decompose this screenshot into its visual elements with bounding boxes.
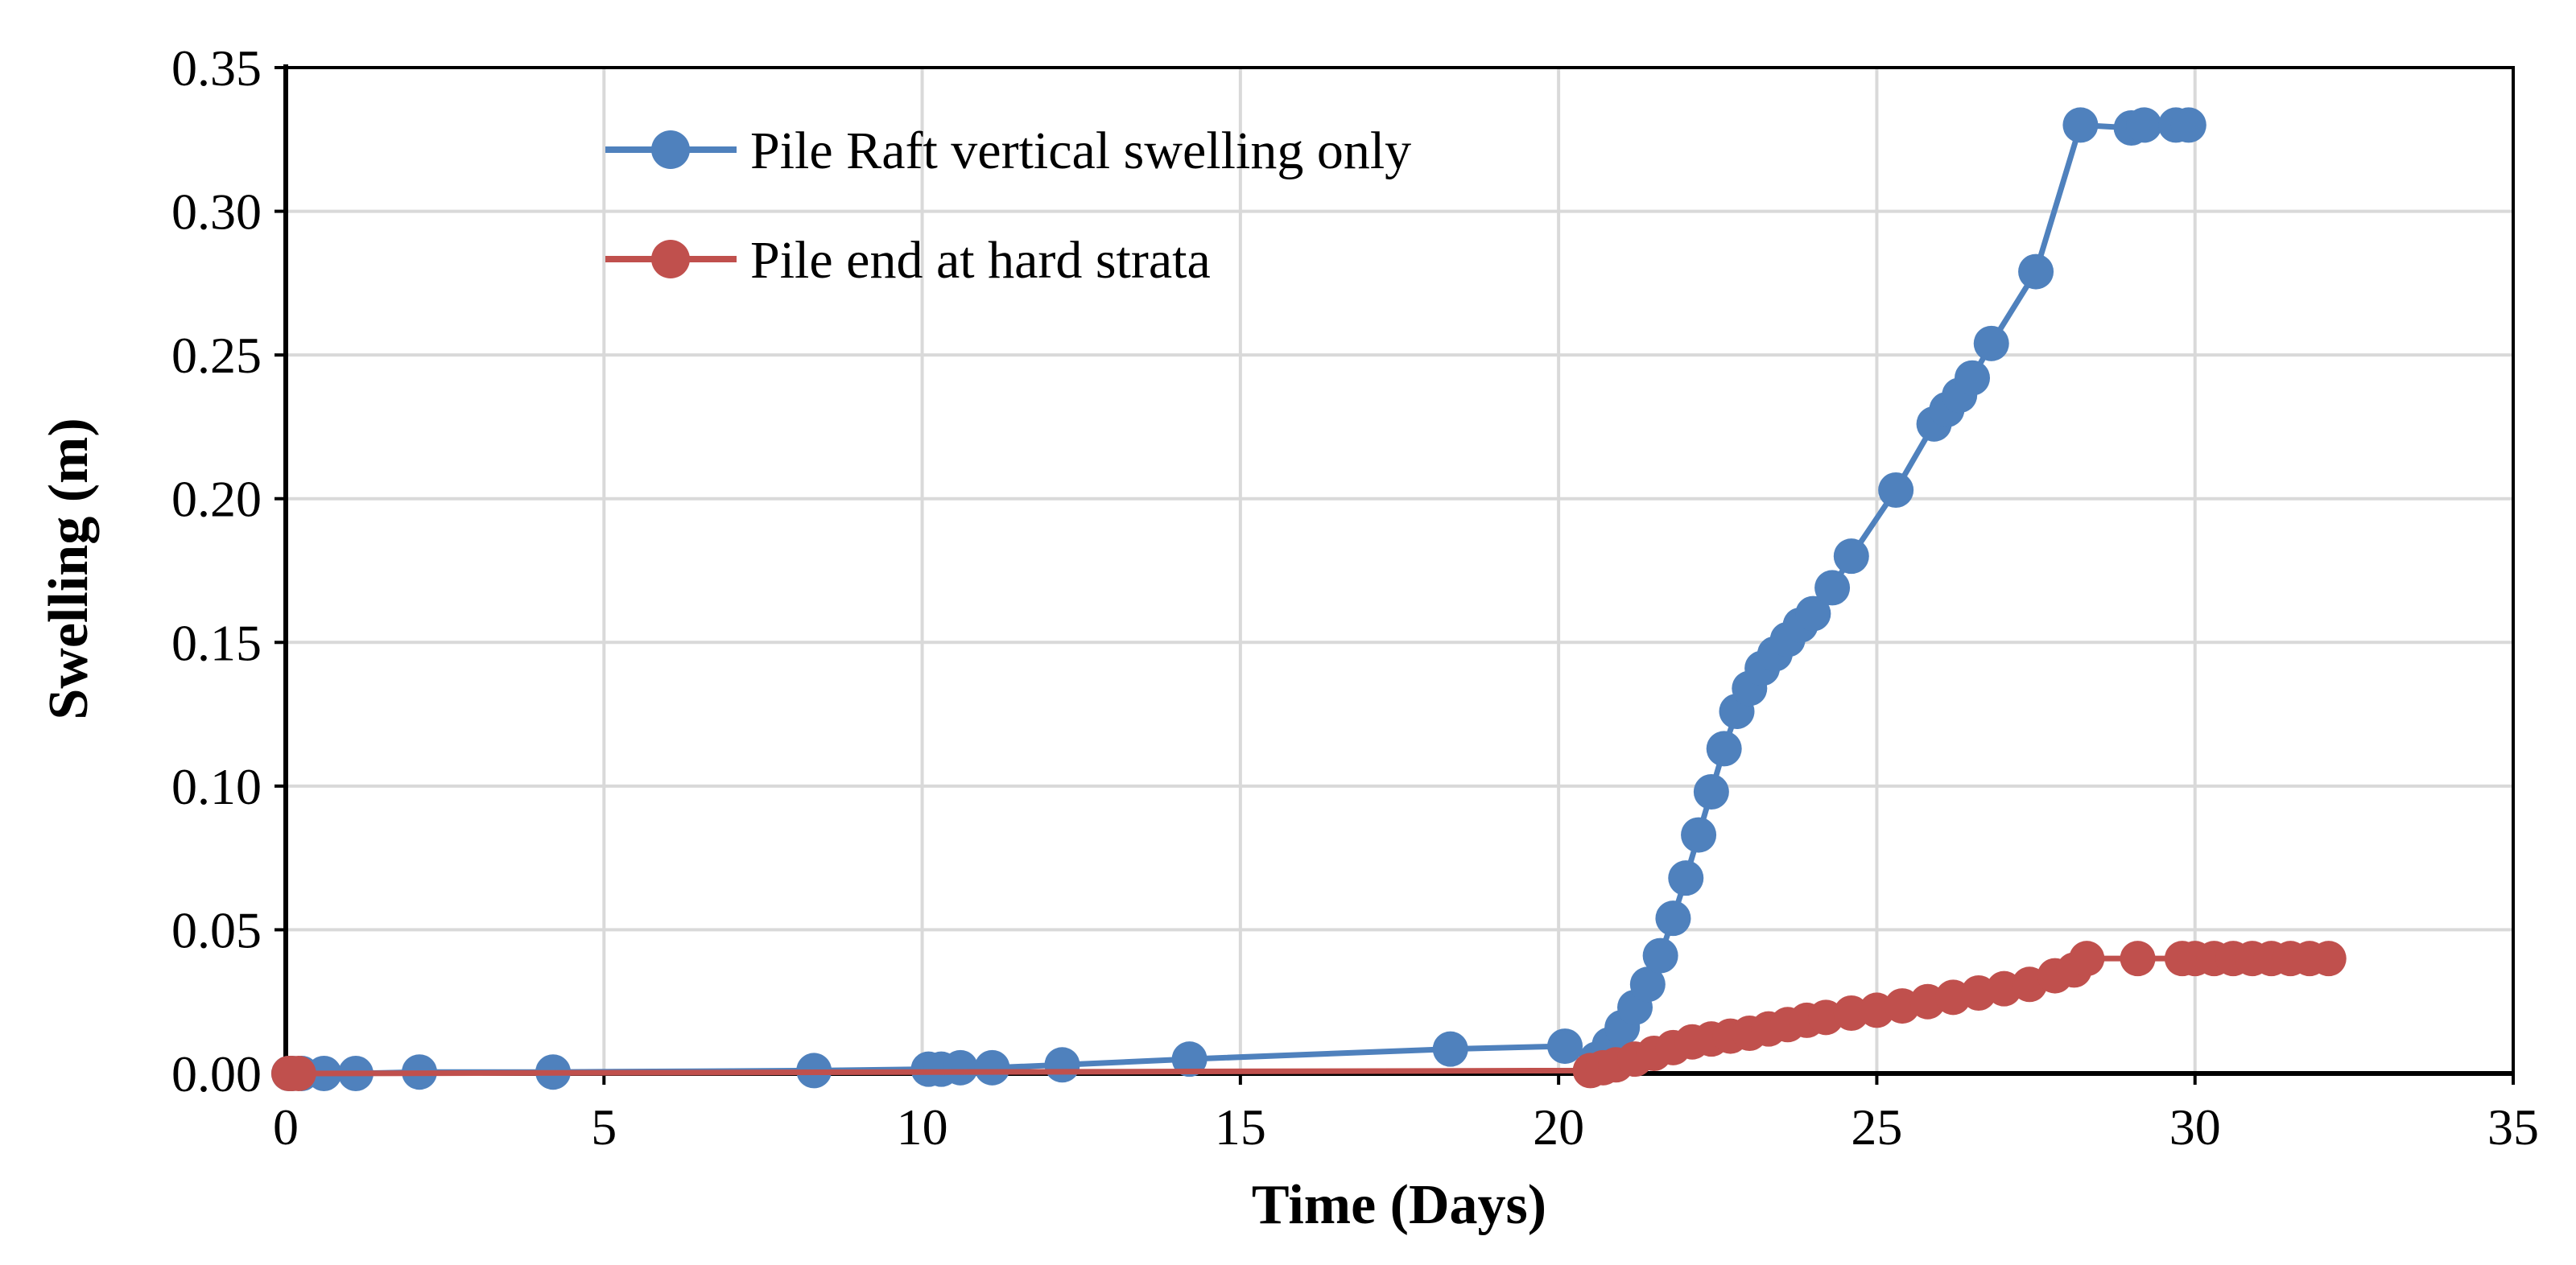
y-axis-title: Swelling (m)	[38, 418, 100, 719]
data-point-raft	[1432, 1031, 1468, 1067]
data-point-raft	[1833, 538, 1869, 575]
data-point-hard-strata	[2120, 941, 2156, 977]
data-point-raft	[1973, 325, 2009, 361]
data-point-raft	[974, 1049, 1010, 1086]
data-point-raft	[2126, 107, 2162, 143]
data-point-raft	[1547, 1028, 1583, 1065]
data-point-raft	[1814, 570, 1851, 606]
x-axis-title: Time (Days)	[1252, 1174, 1546, 1236]
data-point-raft	[1642, 937, 1678, 974]
data-point-raft	[943, 1049, 979, 1086]
x-tick-label: 5	[591, 1098, 617, 1156]
y-tick-label: 0.10	[171, 758, 262, 815]
tick-labels: 0 5 10 15 20 25 30 35 0.00 0.05 0.10 0.15 0.20 0.25 0.…	[171, 39, 2539, 1156]
data-point-raft	[2062, 107, 2099, 143]
y-tick-label: 0.30	[171, 183, 262, 241]
x-tick-label: 0	[273, 1098, 299, 1156]
x-tick-label: 10	[897, 1098, 948, 1156]
y-tick-label: 0.35	[171, 39, 262, 97]
legend: Pile Raft vertical swelling only Pile en…	[605, 122, 1411, 290]
legend-label-hard-strata: Pile end at hard strata	[750, 231, 1211, 290]
data-point-raft	[1693, 774, 1729, 810]
y-tick-label: 0.20	[171, 471, 262, 528]
data-point-raft	[1044, 1047, 1080, 1083]
legend-label-raft: Pile Raft vertical swelling only	[750, 122, 1411, 180]
legend-marker-raft	[651, 130, 690, 169]
y-tick-label: 0.00	[171, 1045, 262, 1102]
data-point-raft	[1878, 472, 1914, 508]
legend-marker-hard-strata	[651, 240, 690, 278]
data-point-raft	[1668, 860, 1704, 896]
x-tick-label: 15	[1215, 1098, 1266, 1156]
y-tick-label: 0.05	[171, 901, 262, 958]
y-tick-label: 0.25	[171, 327, 262, 384]
data-point-raft	[1681, 817, 1717, 853]
data-point-raft	[1655, 900, 1691, 937]
x-tick-label: 35	[2487, 1098, 2539, 1156]
data-point-raft	[1706, 731, 1742, 767]
legend-item-raft: Pile Raft vertical swelling only	[605, 122, 1411, 180]
data-point-raft	[1955, 360, 1991, 396]
x-tick-label: 25	[1851, 1098, 1902, 1156]
legend-item-hard-strata: Pile end at hard strata	[605, 231, 1211, 290]
data-point-raft	[1629, 966, 1666, 1003]
data-point-raft	[1795, 595, 1831, 632]
data-series	[270, 107, 2347, 1091]
x-tick-label: 20	[1533, 1098, 1584, 1156]
data-point-hard-strata	[280, 1056, 316, 1091]
data-point-raft	[1171, 1041, 1208, 1078]
data-point-raft	[2018, 253, 2054, 290]
y-tick-label: 0.15	[171, 614, 262, 671]
data-point-hard-strata	[2310, 941, 2347, 977]
data-point-raft	[2170, 107, 2207, 143]
data-point-hard-strata	[2069, 941, 2105, 977]
x-tick-label: 30	[2169, 1098, 2221, 1156]
